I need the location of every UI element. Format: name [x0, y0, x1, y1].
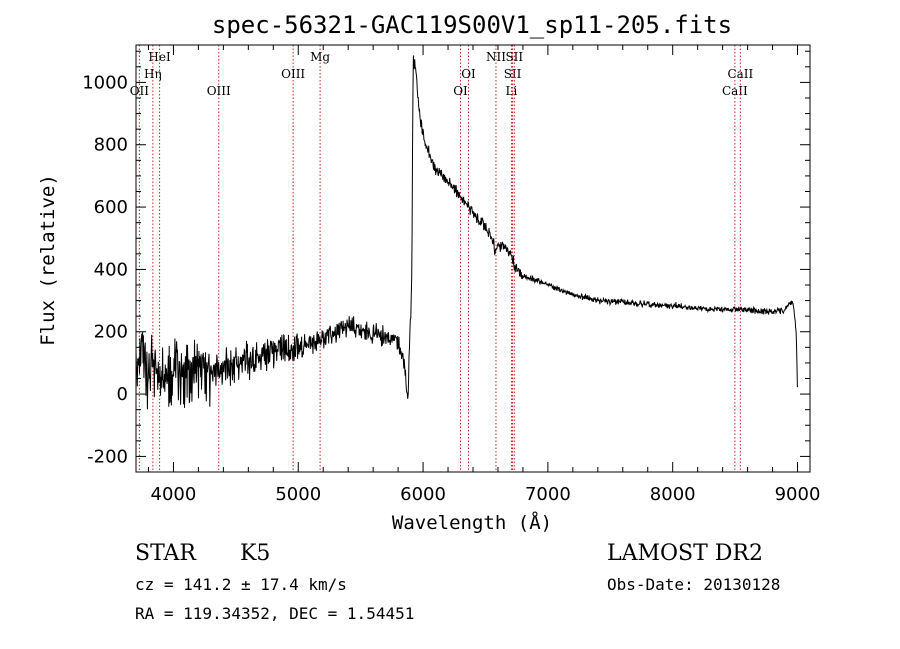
obs-date-line: Obs-Date: 20130128	[607, 575, 780, 594]
object-subclass: K5	[240, 541, 270, 566]
x-tick-label-3: 7000	[525, 484, 571, 505]
spectral-line-label-10: SII	[504, 67, 522, 81]
spectral-line-label-11: SII	[505, 50, 523, 64]
spectral-line-label-9: Li	[506, 84, 518, 98]
ra-dec-line: RA = 119.34352, DEC = 1.54451	[135, 604, 414, 623]
redshift-line: cz = 141.2 ± 17.4 km/s	[135, 575, 347, 594]
y-tick-label-1: 0	[117, 384, 128, 405]
spectrum-trace-0	[135, 55, 798, 410]
object-class: STAR	[135, 541, 197, 566]
chart-title: spec-56321-GAC119S00V1_sp11-205.fits	[212, 11, 732, 39]
spectral-line-label-6: OI	[453, 84, 468, 98]
spectral-line-label-2: HeI	[148, 50, 171, 64]
plot-area: OII Hη HeI OIII OIII Mg OI OI NII Li SII SII CaII CaI…	[82, 44, 821, 505]
x-tick-label-5: 9000	[775, 484, 821, 505]
y-axis-label: Flux (relative)	[37, 174, 59, 346]
x-tick-label-0: 4000	[151, 484, 197, 505]
survey-release: LAMOST DR2	[607, 541, 763, 566]
spectral-line-label-3: OIII	[207, 84, 231, 98]
spectral-line-label-1: Hη	[144, 67, 162, 81]
y-tick-label-6: 1000	[82, 72, 128, 93]
y-tick-label-5: 800	[94, 135, 128, 156]
y-tick-label-4: 600	[94, 197, 128, 218]
spectral-line-label-7: OI	[461, 67, 476, 81]
x-tick-label-1: 5000	[275, 484, 321, 505]
spectral-line-label-13: CaII	[727, 67, 753, 81]
x-axis-label: Wavelength (Å)	[392, 511, 552, 534]
spectral-line-label-12: CaII	[722, 84, 748, 98]
y-tick-label-3: 400	[94, 259, 128, 280]
x-tick-label-4: 8000	[650, 484, 696, 505]
spectral-line-label-8: NII	[486, 50, 506, 64]
plot-frame	[135, 44, 811, 473]
y-tick-label-0: -200	[87, 446, 128, 467]
y-tick-label-2: 200	[94, 322, 128, 343]
spectral-line-label-5: Mg	[310, 50, 330, 64]
x-tick-label-2: 6000	[400, 484, 446, 505]
spectral-line-label-4: OIII	[281, 67, 305, 81]
spectral-line-label-0: OII	[130, 84, 150, 98]
